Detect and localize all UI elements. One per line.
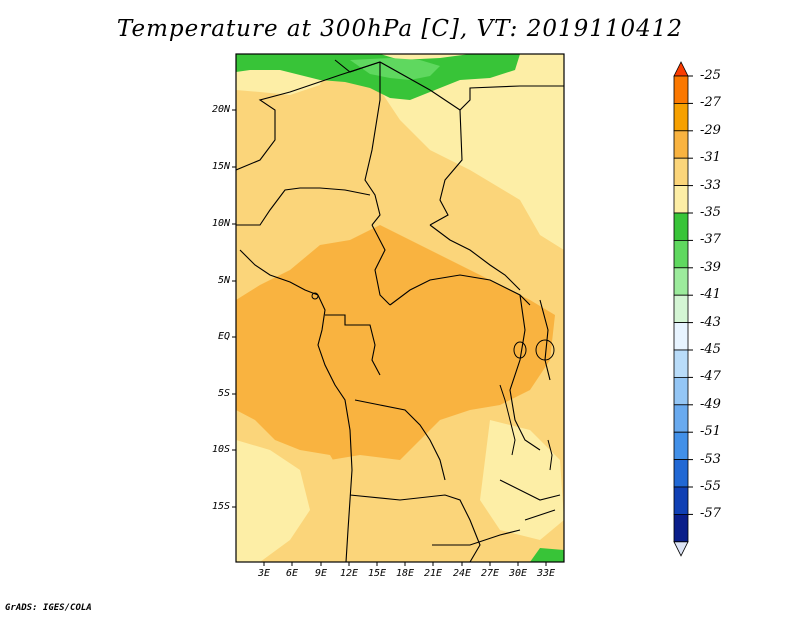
border-drc-east — [509, 294, 541, 451]
lat-label-10n: 10N — [211, 218, 230, 229]
lon-ticks — [263, 562, 547, 566]
map-frame — [235, 53, 565, 563]
colorbar-label: -33 — [700, 177, 721, 193]
colorbar — [673, 61, 693, 557]
colorbar-swatch — [673, 103, 689, 132]
colorbar-swatch — [673, 267, 689, 296]
field-orange-core — [236, 225, 555, 485]
lake-victoria-shore — [539, 299, 551, 381]
map-title: Temperature at 300hPa [C], VT: 201911041… — [116, 16, 684, 42]
border-chad-west — [364, 62, 381, 226]
colorbar-label: -49 — [700, 396, 721, 412]
field-pale-region-ne — [380, 54, 564, 250]
colorbar-bottom-arrow — [673, 541, 689, 557]
colorbar-label: -37 — [700, 232, 721, 248]
colorbar-swatch — [673, 239, 689, 269]
border-car-west — [371, 224, 391, 306]
border-sudan — [429, 109, 463, 226]
lakes — [311, 292, 555, 471]
colorbar-label: -47 — [700, 369, 721, 385]
colorbar-swatch — [673, 514, 689, 543]
colorbar-label: -31 — [700, 150, 721, 166]
colorbar-swatch — [673, 349, 689, 378]
colorbar-swatch — [673, 486, 689, 515]
border-niger-south — [236, 187, 371, 226]
colorbar-label: -35 — [700, 205, 721, 220]
lon-label-27e: 27E — [480, 568, 500, 579]
colorbar-label: -57 — [700, 506, 721, 522]
lon-label-15e: 15E — [367, 568, 387, 579]
colorbar-swatch — [673, 404, 689, 433]
colorbar-swatch — [673, 459, 689, 488]
lake-victoria — [535, 339, 555, 361]
lat-label-eq: EQ — [217, 331, 230, 342]
border-gabon — [325, 314, 381, 376]
colorbar-label: -45 — [700, 342, 721, 357]
border-namibia — [349, 494, 481, 562]
lon-label-30e: 30E — [508, 568, 528, 579]
colorbar-swatch — [673, 212, 689, 241]
colorbar-swatch — [673, 185, 689, 214]
lat-label-5n: 5N — [217, 275, 230, 286]
colorbar-swatch — [673, 130, 689, 159]
field-pale-region-se — [480, 420, 564, 540]
colorbar-top-arrow — [673, 61, 689, 77]
lon-label-24e: 24E — [452, 568, 472, 579]
lon-label-12e: 12E — [339, 568, 359, 579]
lat-label-15n: 15N — [211, 161, 230, 172]
colorbar-label: -29 — [700, 122, 721, 138]
temperature-field — [236, 54, 564, 562]
lon-label-18e: 18E — [395, 568, 415, 579]
lake-kivu — [513, 341, 527, 359]
colorbar-swatch — [673, 322, 689, 351]
colorbar-label: -43 — [700, 314, 721, 330]
border-south-sudan — [429, 224, 521, 291]
lat-label-5s: 5S — [217, 388, 230, 399]
colorbar-label: -27 — [700, 95, 721, 111]
colorbar-swatch — [673, 294, 689, 324]
border-botswana — [432, 529, 521, 546]
lat-label-10s: 10S — [211, 444, 230, 455]
credit-text: GrADS: IGES/COLA — [5, 603, 92, 613]
lat-ticks — [232, 109, 236, 508]
colorbar-label: -51 — [700, 424, 721, 440]
lon-label-21e: 21E — [423, 568, 443, 579]
borders — [236, 59, 564, 562]
colorbar-swatch — [673, 75, 689, 104]
colorbar-label: -53 — [700, 451, 721, 467]
colorbar-label: -55 — [700, 479, 721, 494]
colorbar-label: -41 — [700, 287, 721, 303]
lake-tanganyika — [499, 384, 516, 456]
field-pale-region-sw — [236, 440, 310, 562]
colorbar-swatch — [673, 431, 689, 461]
border-zambia — [499, 479, 561, 501]
border-zimbabwe — [524, 509, 556, 521]
lon-label-3e: 3E — [257, 568, 271, 579]
lon-label-6e: 6E — [285, 568, 299, 579]
bioko-island — [311, 292, 319, 300]
coastline-west — [239, 249, 353, 562]
lon-label-33e: 33E — [536, 568, 556, 579]
lon-label-9e: 9E — [314, 568, 328, 579]
field-green-region-north — [236, 54, 520, 100]
field-green-core-north — [350, 58, 440, 80]
field-yellow-south — [330, 455, 480, 515]
lat-label-20n: 20N — [211, 104, 230, 115]
lat-label-15s: 15S — [211, 501, 230, 512]
colorbar-label: -39 — [700, 259, 721, 275]
lake-malawi — [547, 439, 553, 471]
colorbar-label: -25 — [700, 68, 721, 83]
colorbar-swatch — [673, 376, 689, 406]
field-green-region-south — [530, 548, 564, 562]
border-libya — [334, 59, 381, 73]
border-angola-drc — [354, 399, 446, 481]
colorbar-swatch — [673, 157, 689, 186]
